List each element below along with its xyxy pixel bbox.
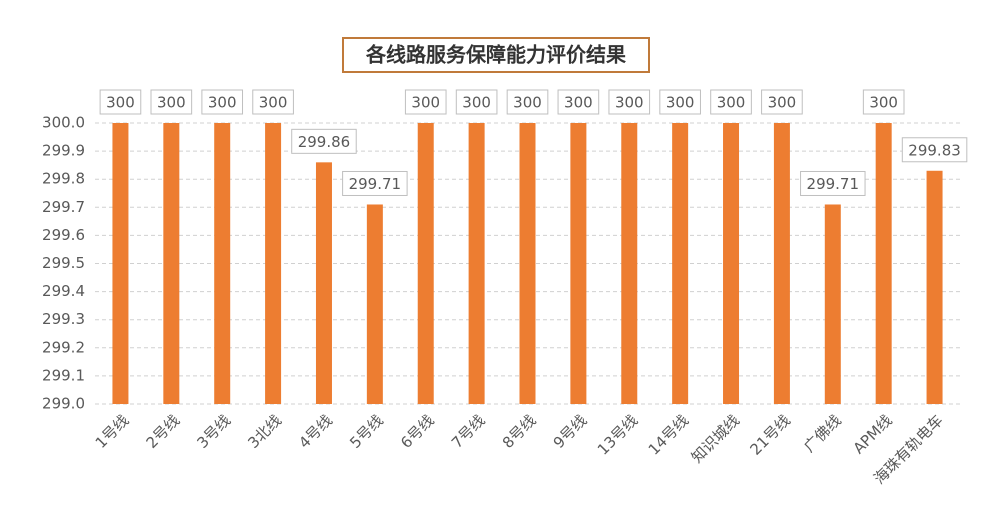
value-label: 299.83 xyxy=(908,141,961,159)
value-label-box xyxy=(862,89,905,115)
value-label: 300 xyxy=(157,94,186,112)
bar xyxy=(723,123,740,404)
value-label-box xyxy=(761,89,803,115)
bar xyxy=(875,123,892,404)
value-label-box xyxy=(150,89,193,115)
value-label: 300 xyxy=(564,94,593,112)
value-label: 300 xyxy=(768,94,797,112)
y-tick-label: 299.7 xyxy=(42,198,85,216)
value-label: 300 xyxy=(615,94,644,112)
bar xyxy=(214,123,231,404)
y-tick-label: 299.3 xyxy=(42,310,85,328)
y-tick-label: 299.6 xyxy=(42,226,85,244)
value-label: 300 xyxy=(259,94,288,112)
value-label: 300 xyxy=(513,94,542,112)
title-box xyxy=(342,37,650,73)
x-tick-label: 5号线 xyxy=(346,411,387,452)
bar xyxy=(468,123,485,404)
value-label-box xyxy=(901,137,968,163)
value-label: 299.71 xyxy=(807,175,860,193)
value-label-box xyxy=(291,128,357,154)
value-label: 300 xyxy=(869,94,898,112)
value-label: 300 xyxy=(462,94,491,112)
y-tick-label: 300.0 xyxy=(42,114,85,132)
value-label-box xyxy=(99,89,142,115)
value-label-box xyxy=(404,89,447,115)
value-label-box xyxy=(342,170,408,196)
bar xyxy=(672,123,689,404)
y-tick-label: 299.0 xyxy=(42,395,85,413)
bar xyxy=(773,123,790,404)
x-tick-label: 1号线 xyxy=(92,411,133,452)
bar xyxy=(265,123,282,404)
value-label-box xyxy=(506,89,549,115)
bar xyxy=(163,123,180,404)
value-label-box xyxy=(800,170,866,196)
x-tick-label: 4号线 xyxy=(295,411,336,452)
value-label-box xyxy=(710,89,752,115)
x-tick-label: 2号线 xyxy=(143,411,184,452)
y-tick-label: 299.8 xyxy=(42,170,85,188)
x-tick-label: 9号线 xyxy=(550,411,591,452)
value-label-box xyxy=(608,89,651,115)
y-tick-label: 299.2 xyxy=(42,338,85,356)
bar xyxy=(112,123,129,404)
y-tick-label: 299.9 xyxy=(42,142,85,160)
x-tick-label: 8号线 xyxy=(499,411,540,452)
x-tick-label: 6号线 xyxy=(397,411,438,452)
x-tick-label: 13号线 xyxy=(594,411,641,458)
bar xyxy=(417,123,434,404)
x-tick-label: 知识城线 xyxy=(688,411,743,466)
y-tick-label: 299.4 xyxy=(42,282,85,300)
value-label: 300 xyxy=(106,94,135,112)
bar xyxy=(570,123,587,404)
value-label-box xyxy=(455,89,498,115)
x-tick-label: 14号线 xyxy=(645,411,692,458)
value-label: 300 xyxy=(208,94,237,112)
x-tick-label: 3北线 xyxy=(244,411,285,452)
bar xyxy=(621,123,638,404)
value-label: 299.71 xyxy=(349,175,402,193)
y-tick-label: 299.1 xyxy=(42,366,85,384)
x-tick-label: 3号线 xyxy=(194,411,235,452)
x-tick-label: 广佛线 xyxy=(800,411,845,456)
value-label: 300 xyxy=(717,94,746,112)
chart-title: 各线路服务保障能力评价结果 xyxy=(365,43,626,67)
value-label: 300 xyxy=(411,94,440,112)
x-tick-label: 21号线 xyxy=(746,411,793,458)
y-tick-label: 299.5 xyxy=(42,254,85,272)
value-label-box xyxy=(252,89,294,115)
bar xyxy=(926,170,943,404)
value-label-box xyxy=(201,89,244,115)
value-label: 300 xyxy=(666,94,695,112)
bar xyxy=(824,204,841,404)
x-tick-label: 7号线 xyxy=(448,411,489,452)
bar xyxy=(366,204,383,404)
x-tick-label: APM线 xyxy=(850,411,896,457)
value-label: 299.86 xyxy=(298,133,351,151)
bar xyxy=(519,123,536,404)
value-label-box xyxy=(659,89,701,115)
value-label-box xyxy=(557,89,600,115)
bar xyxy=(315,162,332,404)
